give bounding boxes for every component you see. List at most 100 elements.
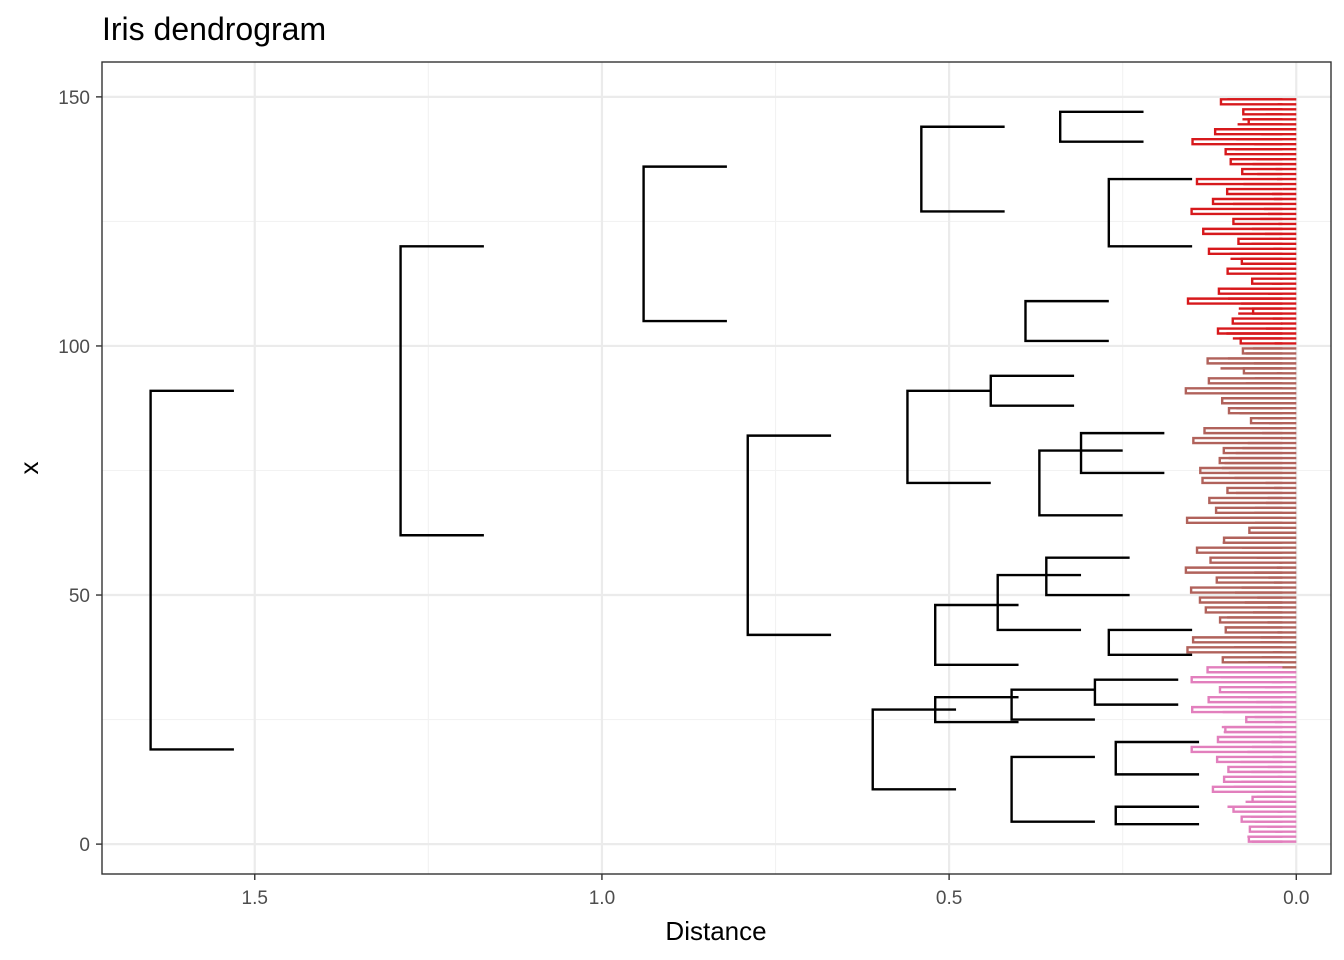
leaf-merge bbox=[1211, 785, 1283, 794]
leaf-merge bbox=[1222, 775, 1283, 784]
merge-branch bbox=[1079, 431, 1165, 475]
leaf-merge bbox=[1203, 426, 1283, 435]
merge-branch bbox=[399, 245, 484, 537]
leaf-merge bbox=[1213, 128, 1283, 136]
leaf-merge bbox=[1247, 835, 1283, 843]
merge-branch bbox=[996, 573, 1082, 632]
x-axis: 1.5 1.0 0.5 0.0 bbox=[242, 874, 1309, 909]
leaf-merge bbox=[1251, 795, 1283, 803]
leaf-merge bbox=[1191, 705, 1283, 714]
x-tick-label: 1.0 bbox=[589, 888, 615, 909]
leaf-merge bbox=[1215, 755, 1283, 764]
leaf-merge bbox=[1207, 377, 1283, 385]
leaf-merge bbox=[1229, 157, 1283, 166]
merge-branch bbox=[920, 125, 1005, 213]
leaf-merge bbox=[1231, 317, 1283, 325]
branches bbox=[149, 110, 1200, 826]
leaf-merge bbox=[1242, 108, 1283, 116]
leaf-merge bbox=[1241, 347, 1283, 355]
leaf-merge bbox=[1248, 526, 1283, 534]
leaf-merge bbox=[1222, 536, 1283, 544]
merge-branch bbox=[934, 603, 1019, 666]
leaf-merge bbox=[1186, 646, 1283, 654]
leaf-merge bbox=[1239, 337, 1283, 345]
chart-title: Iris dendrogram bbox=[102, 11, 326, 47]
leaf-merge bbox=[1189, 586, 1283, 594]
leaf-merge bbox=[1211, 197, 1283, 206]
merge-branch bbox=[1107, 177, 1193, 248]
leaf-merge bbox=[1208, 496, 1283, 505]
leaf-merge bbox=[1226, 267, 1283, 275]
merge-branch bbox=[1093, 678, 1179, 706]
leaf-merge bbox=[1245, 715, 1283, 724]
leaf-merge bbox=[1216, 327, 1283, 335]
merge-branch bbox=[642, 165, 727, 323]
leaf-merge bbox=[1186, 297, 1283, 305]
leaf-merge bbox=[1241, 167, 1283, 176]
leaf-merge bbox=[1195, 546, 1283, 554]
merge-branch bbox=[1114, 805, 1200, 826]
leaf-merge bbox=[1226, 486, 1283, 495]
grid bbox=[102, 62, 1331, 874]
leaf-merge bbox=[1206, 666, 1283, 674]
leaf-merge bbox=[1204, 606, 1283, 614]
merge-branch bbox=[1114, 740, 1200, 776]
leaves bbox=[1184, 98, 1297, 843]
leaf-merge bbox=[1217, 287, 1283, 295]
leaf-merge bbox=[1185, 516, 1283, 524]
leaf-merge bbox=[1214, 506, 1283, 515]
leaf-merge bbox=[1221, 397, 1283, 405]
leaf-merge bbox=[1250, 277, 1283, 285]
leaf-merge bbox=[1191, 138, 1283, 146]
leaf-merge bbox=[1209, 556, 1283, 564]
leaf-merge bbox=[1224, 147, 1283, 156]
leaf-merge bbox=[1195, 177, 1283, 186]
merge-branch bbox=[989, 374, 1075, 407]
leaf-merge bbox=[1206, 357, 1283, 365]
y-axis: 0 50 100 150 bbox=[58, 88, 102, 856]
leaf-merge bbox=[1207, 247, 1283, 255]
leaf-merge bbox=[1198, 596, 1283, 604]
y-tick-label: 100 bbox=[58, 337, 90, 358]
leaf-merge bbox=[1190, 676, 1283, 684]
merge-branch bbox=[906, 389, 991, 485]
leaf-merge bbox=[1207, 695, 1283, 704]
y-tick-label: 0 bbox=[79, 835, 90, 856]
leaf-merge bbox=[1218, 685, 1283, 694]
leaf-merge bbox=[1201, 476, 1283, 485]
x-axis-title: Distance bbox=[665, 916, 766, 946]
leaf-merge bbox=[1202, 227, 1283, 236]
leaf-merge bbox=[1224, 626, 1283, 634]
leaf-merge bbox=[1225, 187, 1283, 196]
leaf-merge bbox=[1249, 416, 1283, 425]
leaf-merge bbox=[1190, 745, 1283, 754]
leaf-merge bbox=[1218, 616, 1283, 624]
leaf-merge bbox=[1227, 765, 1283, 774]
leaf-merge bbox=[1199, 466, 1283, 475]
leaf-merge bbox=[1227, 407, 1283, 415]
leaf-merge bbox=[1192, 436, 1283, 445]
leaf-merge bbox=[1216, 735, 1283, 744]
merge-branch bbox=[1059, 110, 1144, 143]
merge-branch bbox=[1045, 556, 1130, 597]
y-axis-title: x bbox=[14, 462, 44, 475]
leaf-merge bbox=[1232, 217, 1283, 226]
leaf-merge bbox=[1232, 805, 1283, 813]
y-tick-label: 50 bbox=[69, 586, 90, 607]
merge-branch bbox=[871, 708, 957, 791]
merge-branch bbox=[934, 695, 1019, 724]
merge-branch bbox=[746, 434, 832, 637]
leaf-merge bbox=[1247, 118, 1283, 126]
leaf-merge bbox=[1240, 815, 1283, 823]
leaf-merge bbox=[1240, 257, 1283, 265]
leaf-merge bbox=[1215, 576, 1283, 584]
x-tick-label: 1.5 bbox=[242, 888, 268, 909]
merge-branch bbox=[1010, 755, 1095, 823]
merge-branch bbox=[1010, 688, 1095, 721]
leaf-merge bbox=[1242, 367, 1283, 375]
merge-branch bbox=[1024, 299, 1109, 343]
leaf-merge bbox=[1190, 207, 1283, 216]
y-tick-label: 150 bbox=[58, 88, 90, 109]
leaf-merge bbox=[1251, 307, 1283, 315]
panel-border bbox=[101, 61, 1332, 875]
